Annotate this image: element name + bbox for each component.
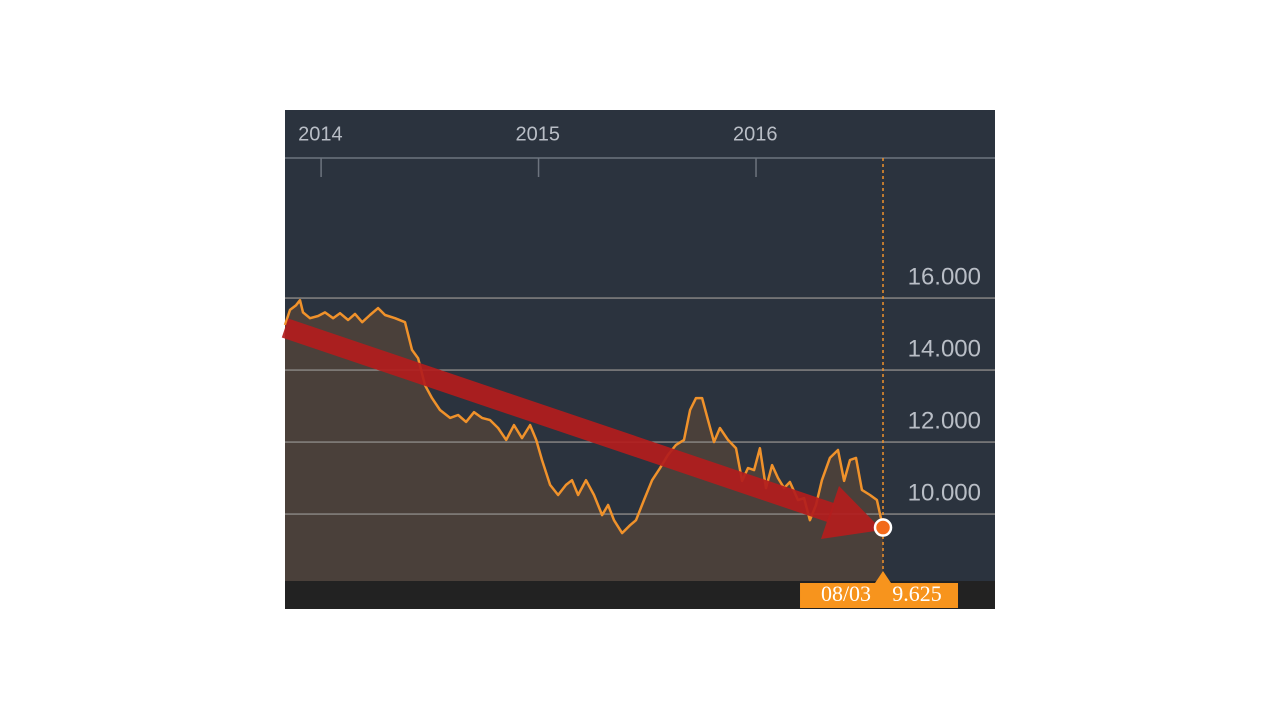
cursor-label-pointer xyxy=(875,571,892,583)
area xyxy=(285,300,883,581)
trend-arrow-shaft xyxy=(281,318,836,523)
y-tick-label: 10.000 xyxy=(908,479,981,506)
x-tick-label: 2016 xyxy=(733,123,778,145)
x-tick-label: 2015 xyxy=(516,123,561,145)
cursor-date: 08/03 xyxy=(821,581,871,606)
x-tick-label: 2014 xyxy=(298,123,343,145)
y-tick-label: 12.000 xyxy=(908,407,981,434)
last-point xyxy=(873,518,893,537)
trend-arrow xyxy=(281,318,882,539)
cursor-label-box xyxy=(800,583,959,608)
y-tick-label: 14.000 xyxy=(908,335,981,362)
y-tick-label: 16.000 xyxy=(908,263,981,290)
trend-arrow-head xyxy=(821,486,882,539)
overlay: 08/03 9.625 2014 2015 2016 xyxy=(298,123,959,608)
price-line xyxy=(283,298,885,535)
plot-area: 10.000 12.000 14.000 16.000 xyxy=(283,263,995,581)
cursor-value: 9.625 xyxy=(892,581,942,606)
